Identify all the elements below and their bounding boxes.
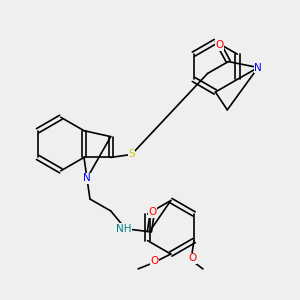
Text: O: O: [188, 254, 196, 263]
Text: S: S: [128, 149, 135, 160]
Text: NH: NH: [116, 224, 132, 234]
Text: O: O: [215, 40, 223, 50]
Text: O: O: [148, 207, 157, 218]
Text: N: N: [83, 173, 91, 183]
Text: O: O: [150, 256, 159, 266]
Text: N: N: [254, 62, 262, 73]
